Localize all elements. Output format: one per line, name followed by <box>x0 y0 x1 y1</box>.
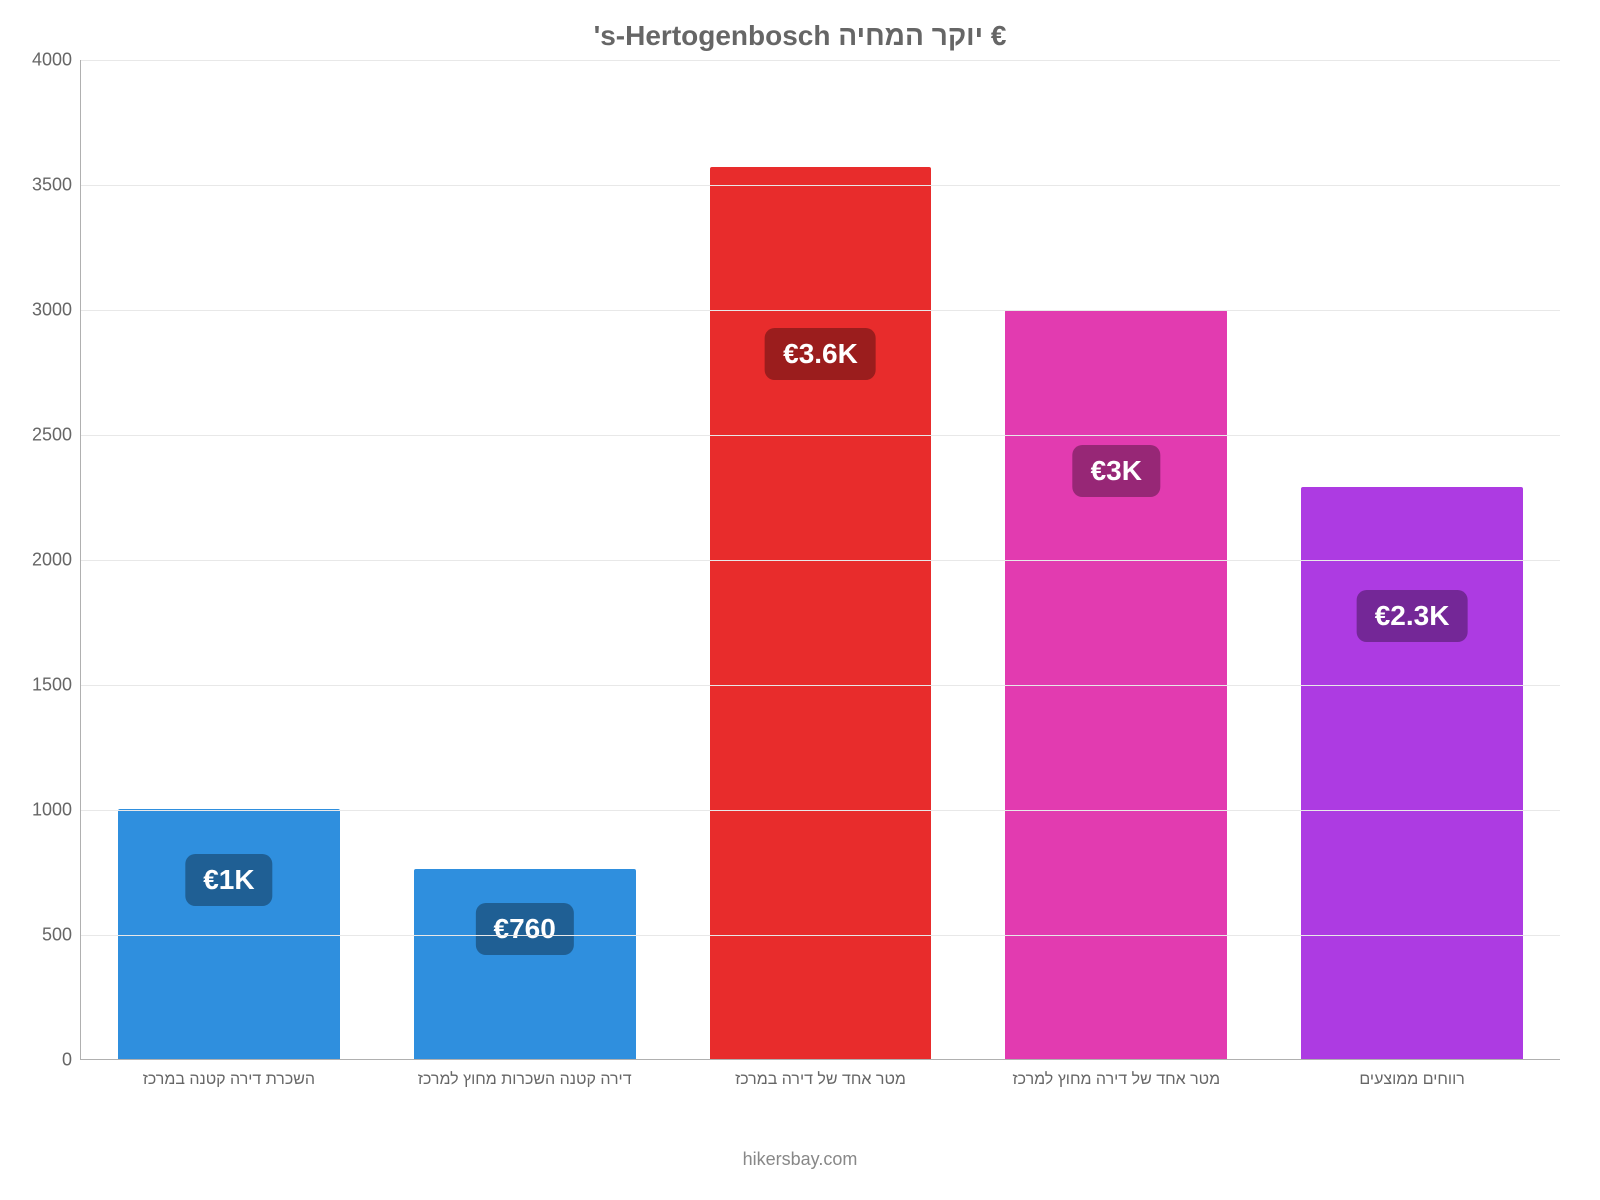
y-tick-label: 1000 <box>12 800 72 821</box>
gridline <box>81 185 1560 186</box>
gridline <box>81 435 1560 436</box>
y-tick-label: 4000 <box>12 50 72 71</box>
y-tick-label: 500 <box>12 925 72 946</box>
bar-value-label: €3.6K <box>765 328 876 380</box>
x-category-label: רווחים ממוצעים <box>1359 1071 1464 1089</box>
y-tick-label: 1500 <box>12 675 72 696</box>
bar-value-label: €3K <box>1073 445 1160 497</box>
y-tick-label: 2000 <box>12 550 72 571</box>
bar: €3.6K <box>710 167 932 1059</box>
y-tick-label: 3500 <box>12 175 72 196</box>
bar-value-label: €2.3K <box>1357 590 1468 642</box>
gridline <box>81 810 1560 811</box>
y-tick-label: 3000 <box>12 300 72 321</box>
x-category-label: מטר אחד של דירה במרכז <box>735 1071 906 1089</box>
gridline <box>81 935 1560 936</box>
chart-container: 's-Hertogenbosch יוקר המחיה € €1Kהשכרת ד… <box>0 0 1600 1200</box>
plot-area: €1Kהשכרת דירה קטנה במרכז€760דירה קטנה הש… <box>80 60 1560 1060</box>
x-category-label: השכרת דירה קטנה במרכז <box>143 1071 315 1089</box>
gridline <box>81 310 1560 311</box>
y-tick-label: 2500 <box>12 425 72 446</box>
chart-title: 's-Hertogenbosch יוקר המחיה € <box>0 20 1600 52</box>
x-category-label: מטר אחד של דירה מחוץ למרכז <box>1012 1071 1220 1089</box>
chart-footer: hikersbay.com <box>0 1149 1600 1170</box>
bar-value-label: €760 <box>476 903 574 955</box>
y-tick-label: 0 <box>12 1050 72 1071</box>
gridline <box>81 685 1560 686</box>
gridline <box>81 60 1560 61</box>
x-category-label: דירה קטנה השכרות מחוץ למרכז <box>418 1071 632 1089</box>
bar: €760 <box>414 869 636 1059</box>
bar-value-label: €1K <box>185 854 272 906</box>
bar: €2.3K <box>1301 487 1523 1059</box>
gridline <box>81 560 1560 561</box>
